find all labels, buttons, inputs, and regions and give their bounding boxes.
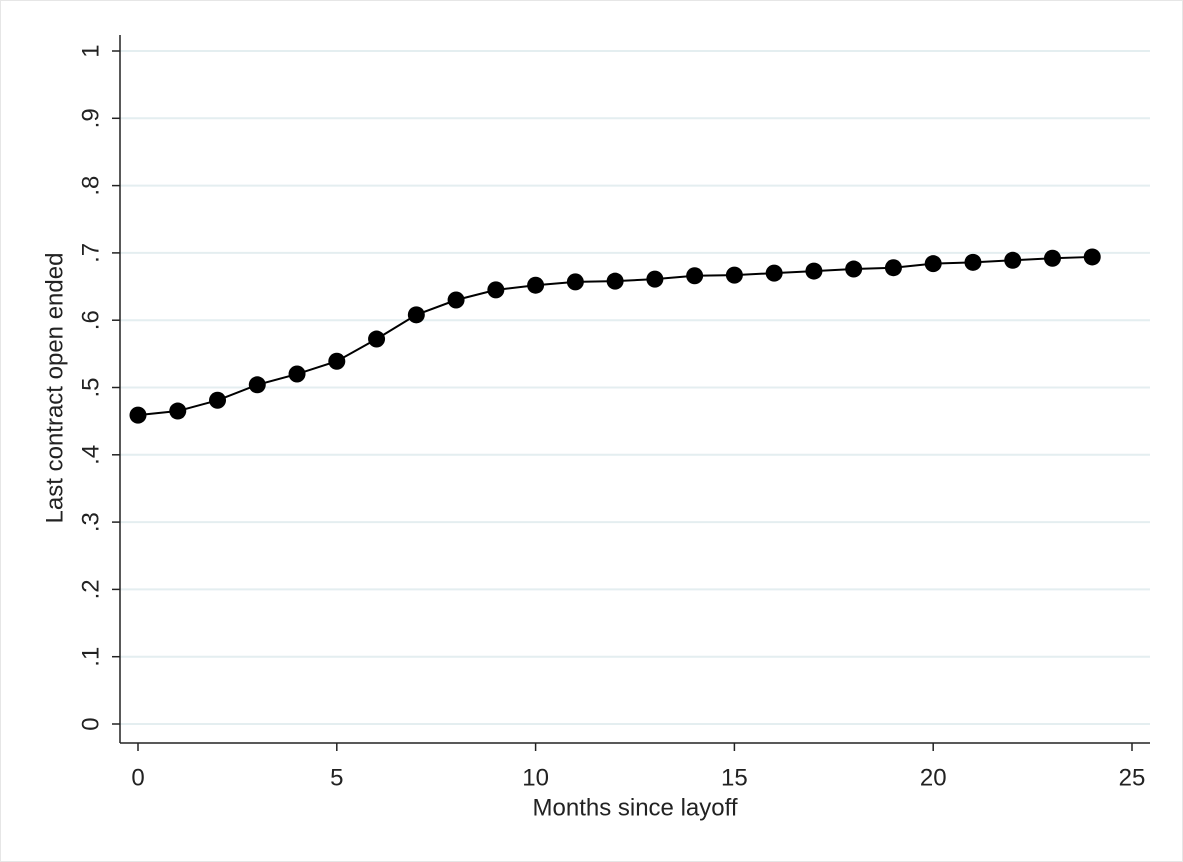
data-point <box>129 406 147 424</box>
data-point <box>328 352 346 370</box>
data-point <box>1043 249 1061 267</box>
data-point <box>209 391 227 409</box>
data-point <box>725 266 743 284</box>
data-point <box>368 330 386 348</box>
data-point <box>1083 248 1101 266</box>
y-axis-title: Last contract open ended <box>41 253 68 524</box>
data-point <box>288 365 306 383</box>
data-point <box>169 402 187 420</box>
data-point <box>805 262 823 280</box>
data-point <box>686 267 704 285</box>
y-tick-label: .6 <box>77 310 104 330</box>
data-point <box>1004 251 1022 269</box>
data-point <box>884 259 902 277</box>
x-axis-title: Months since layoff <box>533 794 738 821</box>
data-point <box>845 260 863 278</box>
data-point <box>527 276 545 294</box>
y-tick-label: 1 <box>77 44 104 57</box>
data-point <box>248 376 266 394</box>
data-point <box>924 255 942 273</box>
data-point <box>765 264 783 282</box>
data-point <box>487 281 505 299</box>
data-point <box>566 273 584 291</box>
y-tick-label: .3 <box>77 512 104 532</box>
y-tick-label: .1 <box>77 647 104 667</box>
y-tick-label: .7 <box>77 243 104 263</box>
data-point <box>447 291 465 309</box>
x-tick-label: 10 <box>522 764 549 791</box>
y-tick-label: .8 <box>77 176 104 196</box>
x-tick-label: 15 <box>721 764 748 791</box>
y-tick-label: 0 <box>77 717 104 730</box>
x-tick-label: 20 <box>920 764 947 791</box>
y-tick-label: .2 <box>77 579 104 599</box>
y-tick-label: .4 <box>77 445 104 465</box>
y-tick-label: .9 <box>77 108 104 128</box>
x-tick-label: 5 <box>330 764 343 791</box>
data-point <box>964 253 982 271</box>
x-tick-label: 25 <box>1119 764 1146 791</box>
data-point <box>407 306 425 324</box>
x-tick-label: 0 <box>131 764 144 791</box>
data-point <box>606 272 624 290</box>
y-tick-label: .5 <box>77 377 104 397</box>
data-point <box>646 270 664 288</box>
